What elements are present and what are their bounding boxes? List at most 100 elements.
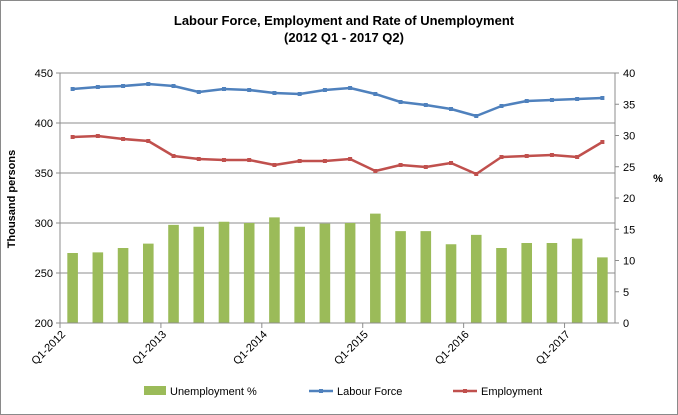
legend-label-employment: Employment [481,386,542,398]
employment-point [600,140,605,144]
employment-point [398,163,403,167]
unemployment-bar [319,223,331,323]
y-right-tick-label: 5 [623,287,629,299]
legend: Unemployment % Labour Force Employment [144,386,542,398]
y-right-tick-label: 35 [623,99,635,111]
y-left-axis-title: Thousand persons [6,150,18,248]
unemployment-bar [117,248,129,323]
y-right-tick-label: 10 [623,256,635,268]
employment-point [95,134,100,138]
employment-point [373,169,378,173]
labour-force-point [272,91,277,95]
unemployment-bar [395,231,406,323]
unemployment-bar [294,226,305,323]
unemployment-bar [571,238,583,323]
line-series [70,82,605,176]
labour-force-point [171,84,176,88]
unemployment-bar [218,221,230,323]
labour-force-point [398,100,403,104]
unemployment-bar [168,224,179,323]
employment-point [70,135,75,139]
unemployment-bar [470,234,482,323]
unemployment-bar [521,243,533,323]
unemployment-bar [445,244,457,323]
y-right-tick-label: 0 [623,318,629,330]
labour-force-point [297,92,302,96]
x-tick-label: Q1-2012 [29,329,68,368]
unemployment-bar [496,248,507,323]
unemployment-bar [597,257,608,323]
legend-marker-labour-force [319,389,323,393]
employment-point [575,155,580,159]
chart-subtitle: (2012 Q1 - 2017 Q2) [284,30,404,45]
unemployment-bars [67,213,608,323]
labour-force-point [95,85,100,89]
labour-force-point [575,97,580,101]
y-left-tick-label: 400 [35,118,53,130]
employment-point [449,161,454,165]
y-right-tick-label: 40 [623,68,635,80]
y-right-tick-label: 15 [623,224,635,236]
labour-force-point [524,99,529,103]
labour-force-point [322,88,327,92]
labour-force-point [499,104,504,108]
labour-force-point [423,103,428,107]
labour-force-point [600,96,605,100]
y-left-tick-label: 250 [35,268,53,280]
employment-point [549,153,554,157]
unemployment-bar [67,253,78,323]
employment-point [247,158,252,162]
employment-point [146,139,151,143]
y-right-tick-label: 30 [623,131,635,143]
employment-line [72,134,604,176]
labour-force-point [70,87,75,91]
x-tick-label: Q1-2013 [130,329,169,368]
labour-force-point [221,87,226,91]
unemployment-bar [370,213,381,323]
unemployment-bar [243,223,255,323]
x-tick-label: Q1-2016 [433,329,472,368]
labour-force-point [348,86,353,90]
employment-point [524,154,529,158]
employment-point [297,159,302,163]
labour-force-point [373,92,378,96]
y-right-axis-title: % [653,173,663,185]
labour-force-point [549,98,554,102]
labour-force-point [449,107,454,111]
labour-force-point [146,82,151,86]
employment-point [221,158,226,162]
y-left-tick-label: 300 [35,218,53,230]
unemployment-bar [546,243,558,323]
labour-force-point [247,88,252,92]
employment-point [121,137,126,141]
unemployment-bar [420,231,432,323]
y-left-tick-label: 450 [35,68,53,80]
unemployment-bar [142,243,154,323]
employment-point [348,157,353,161]
employment-point [474,172,479,176]
unemployment-bar [92,252,104,323]
y-right-tick-label: 20 [623,193,635,205]
employment-point [499,155,504,159]
employment-point [196,157,201,161]
employment-point [171,154,176,158]
employment-point [322,159,327,163]
labour-force-line [72,82,603,118]
y-left-tick-label: 350 [35,168,53,180]
unemployment-bar [269,217,280,323]
y-left-tick-label: 200 [35,318,53,330]
x-tick-label: Q1-2017 [534,329,573,368]
legend-label-unemployment: Unemployment % [170,386,257,398]
labour-force-point [121,84,126,88]
labour-force-point [196,90,201,94]
legend-marker-employment [463,389,467,393]
x-tick-label: Q1-2014 [231,329,270,368]
y-right-tick-label: 25 [623,162,635,174]
unemployment-bar [193,226,205,323]
employment-point [423,165,428,169]
x-tick-label: Q1-2015 [332,329,371,368]
legend-label-labour-force: Labour Force [337,386,402,398]
labour-force-point [474,114,479,118]
